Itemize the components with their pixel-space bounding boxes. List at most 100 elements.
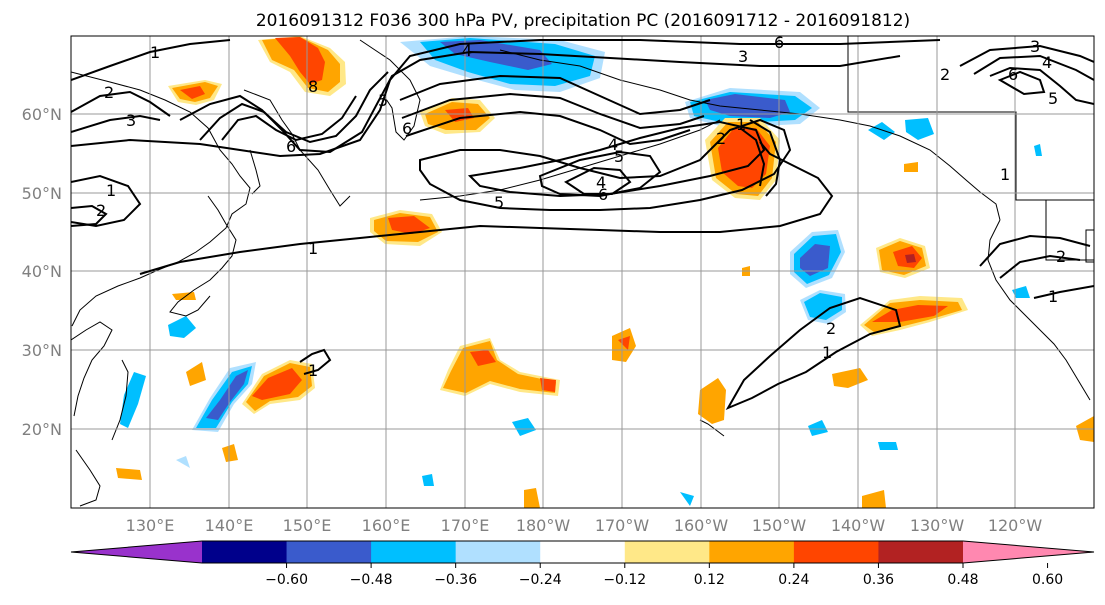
coastline (71, 71, 251, 327)
contour-label: 4 (462, 41, 472, 60)
pv-contour (997, 70, 1046, 96)
lon-label: 170°E (441, 516, 490, 535)
contour-label: 6 (286, 137, 296, 156)
colorbar-tick-label: −0.24 (519, 572, 562, 588)
colorbar-segment (709, 541, 795, 563)
coastline (169, 195, 237, 317)
colorbar-extend-high (963, 541, 1094, 563)
coastline (75, 449, 101, 507)
coastline (249, 149, 261, 195)
pv-contour (405, 110, 691, 146)
colorbar-tick-label: −0.60 (265, 572, 308, 588)
contour-label: 1 (1048, 287, 1058, 306)
precip-area (445, 108, 474, 122)
precip-area (872, 305, 948, 322)
coastline (71, 321, 113, 417)
pv-contour (419, 118, 792, 211)
contour-label: 1 (308, 361, 318, 380)
pv-contour (221, 95, 357, 142)
precip-area (470, 350, 496, 366)
coastline (359, 39, 421, 141)
colorbar (70, 540, 1095, 564)
pv-contour (139, 141, 834, 275)
colorbar-segment (624, 541, 710, 563)
precip-area (705, 94, 790, 118)
contour-label: 4 (596, 173, 606, 192)
colorbar-ticks: −0.60 −0.48 −0.36 −0.24 −0.12 0.12 0.24 0.36 0.4… (265, 563, 1063, 588)
precip-area (868, 122, 895, 140)
contour-label: 2 (1056, 247, 1066, 266)
precip-area (186, 362, 206, 386)
pv-contours (71, 39, 1094, 411)
pv-contour (979, 234, 1091, 267)
precip-area (206, 370, 248, 420)
contour-label: 6 (1008, 65, 1018, 84)
lon-label: 120°W (988, 516, 1043, 535)
precip-area (524, 488, 540, 508)
contour-label: 1 (308, 239, 318, 258)
pv-contour (1033, 285, 1094, 299)
contour-label: 6 (774, 33, 784, 52)
contour-label: 2 (96, 201, 106, 220)
contour-label: 2 (104, 83, 114, 102)
longitude-labels: 130°E 140°E 150°E 160°E 170°E 180°W 170°… (126, 516, 1043, 535)
precip-area (905, 254, 916, 263)
contour-label: 4 (608, 135, 618, 154)
precip-area (905, 118, 934, 140)
contour-label: 4 (1042, 53, 1052, 72)
colorbar-tick-label: −0.36 (434, 572, 477, 588)
lon-label: 150°W (752, 516, 807, 535)
colorbar-segment (455, 541, 541, 563)
colorbar-tick-label: 0.24 (778, 572, 809, 588)
colorbar-segment (793, 541, 879, 563)
colorbar-tick-label: 0.48 (947, 572, 978, 588)
pv-contour (71, 204, 108, 227)
pv-contour (199, 71, 389, 144)
precip-area (120, 372, 146, 428)
contour-label: 5 (1048, 89, 1058, 108)
lon-label: 130°E (126, 516, 175, 535)
pv-contour (71, 114, 161, 133)
lon-label: 140°E (205, 516, 254, 535)
pv-contour (989, 66, 1094, 105)
precip-area (878, 442, 898, 450)
colorbar-tick-label: 0.60 (1032, 572, 1063, 588)
lon-label: 130°W (910, 516, 965, 535)
contour-label: 1 (106, 181, 116, 200)
contour-label: 3 (1030, 37, 1040, 56)
colorbar-tick-label: 0.12 (694, 572, 725, 588)
pv-contour (959, 44, 1094, 67)
pv-contour (467, 120, 766, 198)
contour-label: 5 (614, 147, 624, 166)
pv-contour (739, 127, 766, 187)
contour-label: 5 (494, 193, 504, 212)
contour-label: 1 (822, 343, 832, 362)
colorbar-tick-label: 0.36 (863, 572, 894, 588)
pv-contour (973, 54, 1094, 81)
precip-area (252, 368, 302, 400)
colorbar-extend-low (71, 541, 202, 563)
contour-label: 5 (378, 91, 388, 110)
coastline (499, 49, 1001, 221)
contour-labels: 1 2 3 6 8 4 5 6 4 5 6 3 4 5 6 1 2 1 2 1 … (96, 33, 1066, 380)
precip-area (540, 378, 556, 392)
colorbar-tick-label: −0.48 (350, 572, 393, 588)
precip-area (832, 368, 868, 388)
map-layers: 1 2 3 6 8 4 5 6 4 5 6 3 4 5 6 1 2 1 2 1 … (71, 33, 1094, 508)
pv-contour (71, 39, 941, 158)
lat-label: 40°N (22, 262, 62, 281)
precip-area (176, 456, 190, 468)
contour-label: 6 (598, 185, 608, 204)
pv-contour (749, 119, 782, 197)
contour-label: 1 (736, 115, 746, 134)
contour-label: 8 (308, 77, 318, 96)
coastline (987, 219, 1091, 401)
contour-label: 1 (1000, 165, 1010, 184)
lon-label: 170°W (595, 516, 650, 535)
map-frame (70, 35, 1095, 509)
precip-area (275, 37, 325, 84)
contour-label: 2 (716, 129, 726, 148)
pv-contour (299, 348, 332, 375)
precip-area (222, 444, 238, 462)
